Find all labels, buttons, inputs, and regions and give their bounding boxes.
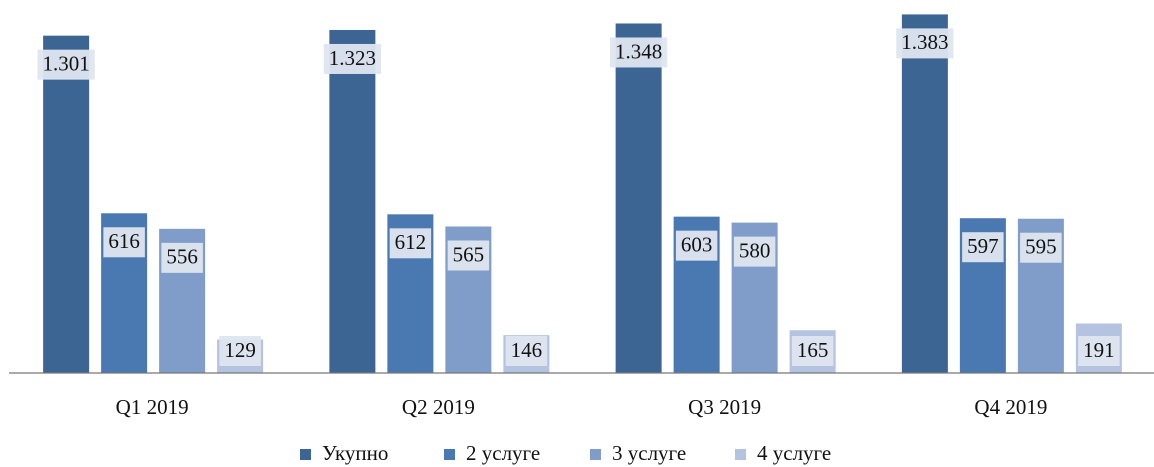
data-label-bg xyxy=(1020,232,1062,263)
data-label-bg xyxy=(733,236,776,267)
data-label-bg xyxy=(610,37,668,68)
data-label-bg xyxy=(791,336,834,366)
data-label-bg xyxy=(1078,336,1120,366)
x-tick-label: Q2 2019 xyxy=(402,395,475,419)
data-label-bg xyxy=(389,228,432,259)
x-tick-label: Q3 2019 xyxy=(688,395,761,419)
legend-label: Укупно xyxy=(322,441,388,465)
data-label: 603 xyxy=(681,232,713,256)
data-label: 1.383 xyxy=(901,30,948,54)
data-label-bg xyxy=(103,227,145,258)
data-label: 597 xyxy=(967,234,999,258)
data-label-bg xyxy=(675,230,718,261)
legend-swatch xyxy=(735,449,746,460)
data-label: 1.301 xyxy=(43,51,90,75)
data-label-bg xyxy=(447,240,490,271)
data-label-bg xyxy=(896,28,954,59)
data-label: 616 xyxy=(108,229,140,253)
data-label-bg xyxy=(505,336,548,366)
data-label: 580 xyxy=(739,238,771,262)
data-label: 1.348 xyxy=(615,39,662,63)
legend-label: 4 услуге xyxy=(757,441,831,465)
data-label: 612 xyxy=(395,230,427,254)
legend-swatch xyxy=(300,449,311,460)
data-label-bg xyxy=(219,336,261,366)
x-tick-label: Q1 2019 xyxy=(116,395,189,419)
legend-label: 2 услуге xyxy=(466,441,540,465)
data-label: 146 xyxy=(511,338,543,362)
data-label: 129 xyxy=(224,338,256,362)
bar xyxy=(329,29,376,374)
x-tick-label: Q4 2019 xyxy=(974,395,1047,419)
data-label-bg xyxy=(37,49,95,80)
data-label: 165 xyxy=(797,338,829,362)
data-label: 1.323 xyxy=(329,46,376,70)
data-label: 565 xyxy=(453,242,485,266)
legend-swatch xyxy=(590,449,601,460)
bar xyxy=(615,23,662,374)
bar xyxy=(43,35,90,374)
data-label-bg xyxy=(323,43,381,74)
bar xyxy=(901,14,948,373)
data-label: 556 xyxy=(166,245,198,269)
data-label: 191 xyxy=(1083,338,1115,362)
data-label-bg xyxy=(161,242,203,273)
data-label-bg xyxy=(962,232,1004,263)
data-label: 595 xyxy=(1025,235,1057,259)
legend-label: 3 услуге xyxy=(612,441,686,465)
legend-swatch xyxy=(444,449,455,460)
